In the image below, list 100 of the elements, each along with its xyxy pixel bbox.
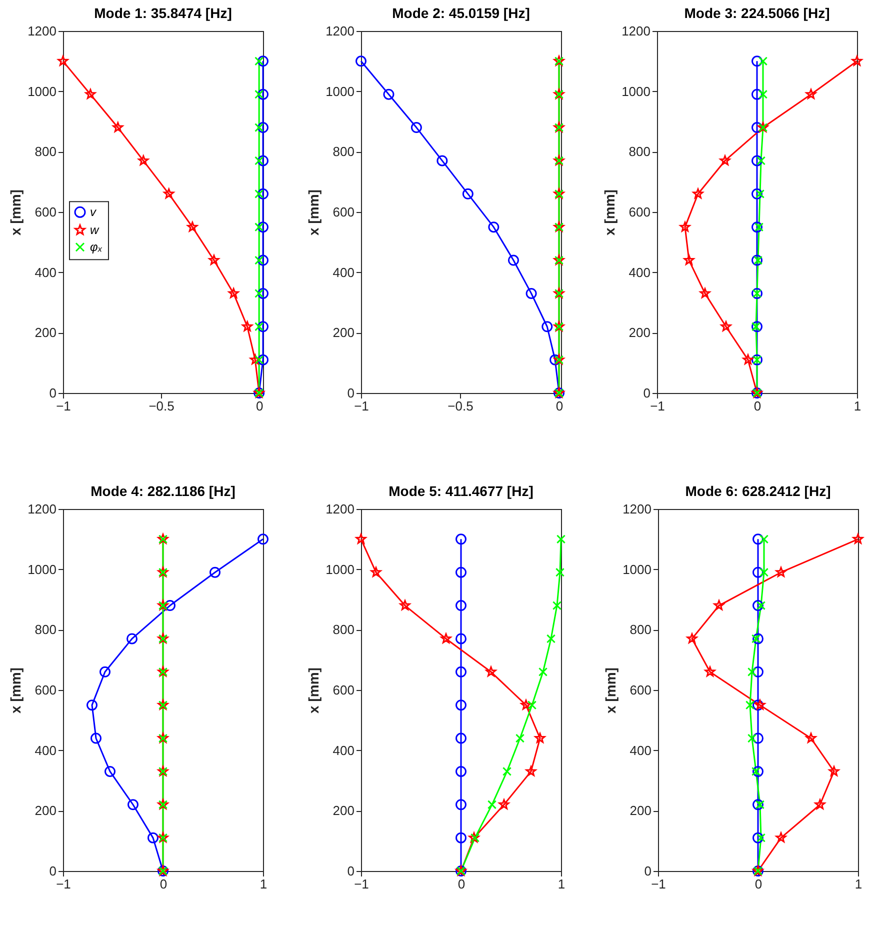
point bbox=[440, 633, 452, 644]
point bbox=[258, 288, 268, 299]
y-tick-label: 1000 bbox=[326, 84, 354, 99]
point bbox=[498, 799, 510, 810]
x-tick-label: −1 bbox=[56, 398, 71, 414]
y-tick-label: 200 bbox=[628, 325, 650, 340]
point bbox=[759, 568, 769, 577]
point bbox=[258, 321, 268, 332]
y-axis-title: x [mm] bbox=[602, 668, 619, 714]
y-tick-label: 1200 bbox=[622, 24, 650, 38]
point bbox=[520, 700, 532, 710]
point bbox=[254, 56, 264, 66]
y-tick-label: 200 bbox=[34, 325, 56, 340]
point bbox=[488, 222, 500, 233]
point bbox=[254, 156, 264, 166]
y-tick-label: 1000 bbox=[622, 84, 650, 99]
point bbox=[542, 321, 553, 332]
point bbox=[58, 56, 68, 66]
y-axis-title: x [mm] bbox=[8, 668, 24, 714]
x-tick-label: 0 bbox=[754, 398, 762, 414]
y-tick-label: 0 bbox=[644, 864, 652, 878]
point bbox=[456, 666, 466, 678]
point bbox=[456, 633, 466, 644]
point bbox=[456, 799, 466, 810]
point bbox=[752, 666, 764, 678]
point bbox=[752, 766, 764, 777]
point bbox=[100, 666, 110, 678]
y-axis-title: x [mm] bbox=[602, 190, 618, 236]
point bbox=[527, 700, 537, 710]
point bbox=[356, 534, 366, 544]
y-tick-label: 1200 bbox=[622, 502, 652, 516]
point bbox=[258, 56, 268, 67]
point bbox=[258, 354, 268, 366]
y-tick-label: 600 bbox=[332, 682, 354, 698]
point bbox=[462, 188, 474, 200]
y-tick-label: 400 bbox=[628, 264, 650, 280]
x-tick-label: −1 bbox=[56, 876, 71, 892]
point bbox=[680, 222, 690, 232]
x-tick-label: 1 bbox=[558, 876, 566, 892]
chart-title: Mode 6: 628.2412 [Hz] bbox=[685, 483, 831, 499]
point bbox=[714, 600, 724, 610]
point bbox=[258, 254, 268, 266]
point bbox=[752, 799, 764, 810]
x-tick-label: 1 bbox=[854, 398, 862, 414]
y-tick-label: 600 bbox=[34, 682, 56, 698]
point bbox=[258, 222, 268, 233]
y-tick-label: 1200 bbox=[28, 502, 56, 516]
y-tick-label: 0 bbox=[49, 386, 56, 400]
point bbox=[456, 732, 466, 744]
y-tick-label: 200 bbox=[332, 803, 354, 818]
point bbox=[456, 534, 466, 545]
point bbox=[751, 766, 761, 776]
point bbox=[704, 666, 716, 676]
point bbox=[755, 800, 765, 810]
x-tick-label: 0 bbox=[458, 876, 466, 892]
point bbox=[752, 832, 764, 844]
point bbox=[258, 188, 268, 200]
point bbox=[720, 155, 730, 166]
point bbox=[754, 222, 764, 232]
point bbox=[759, 534, 769, 544]
x-tick-label: −0.5 bbox=[148, 398, 174, 414]
point bbox=[383, 88, 394, 100]
point bbox=[208, 254, 220, 265]
point bbox=[228, 288, 239, 298]
legend-label: v bbox=[90, 205, 97, 220]
y-tick-label: 400 bbox=[332, 264, 354, 280]
point bbox=[148, 832, 158, 844]
point bbox=[138, 155, 149, 166]
point bbox=[456, 600, 466, 612]
y-tick-label: 800 bbox=[332, 144, 354, 160]
point bbox=[487, 800, 497, 810]
y-tick-label: 800 bbox=[332, 622, 354, 638]
point bbox=[752, 222, 762, 233]
point bbox=[756, 156, 766, 166]
y-axis-title: x [mm] bbox=[8, 190, 24, 236]
y-tick-label: 0 bbox=[643, 386, 650, 400]
point bbox=[515, 734, 525, 743]
y-axis-title: x [mm] bbox=[306, 190, 322, 236]
legend-label: φₓ bbox=[90, 240, 103, 254]
point bbox=[720, 321, 732, 332]
point bbox=[758, 90, 768, 99]
point bbox=[258, 88, 268, 100]
y-tick-label: 400 bbox=[34, 264, 56, 280]
point bbox=[436, 155, 448, 166]
y-tick-label: 1000 bbox=[28, 562, 56, 577]
point bbox=[814, 799, 826, 810]
y-tick-label: 1000 bbox=[622, 562, 652, 577]
y-tick-label: 800 bbox=[628, 144, 650, 160]
point bbox=[756, 833, 766, 842]
point bbox=[104, 766, 116, 777]
point bbox=[752, 155, 762, 166]
chart-title: Mode 5: 411.4677 [Hz] bbox=[388, 483, 534, 499]
x-tick-label: −0.5 bbox=[448, 398, 474, 414]
point bbox=[852, 534, 864, 544]
point bbox=[700, 288, 710, 298]
point bbox=[254, 122, 264, 132]
point bbox=[258, 155, 268, 166]
y-tick-label: 200 bbox=[332, 325, 354, 340]
x-tick-label: 0 bbox=[754, 876, 762, 892]
y-tick-label: 1200 bbox=[326, 24, 354, 38]
